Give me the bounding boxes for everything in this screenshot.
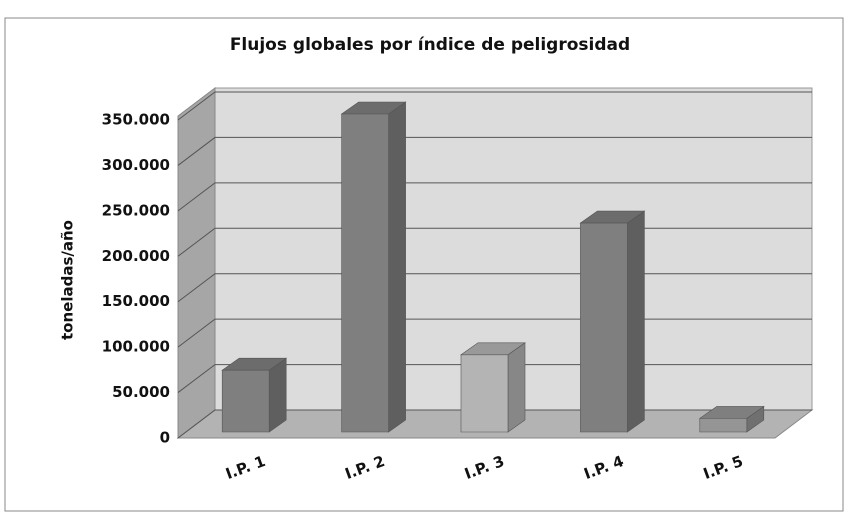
bar <box>698 405 765 433</box>
bar-front <box>460 354 509 433</box>
y-tick-label: 200.000 <box>102 247 170 265</box>
y-tick-label: 50.000 <box>112 383 170 401</box>
bar <box>340 101 407 433</box>
bar-side <box>388 101 406 433</box>
grid-line <box>177 91 812 121</box>
y-tick-label: 350.000 <box>102 111 170 129</box>
y-tick-label: 150.000 <box>102 292 170 310</box>
y-tick-label: 100.000 <box>102 338 170 356</box>
bar-side <box>268 357 287 433</box>
grid-line <box>177 136 812 166</box>
bar <box>579 210 646 433</box>
y-tick-label: 0 <box>160 429 170 447</box>
bar-front <box>341 113 389 433</box>
bar-front <box>699 418 748 433</box>
bar <box>221 357 288 433</box>
bar-front <box>221 369 270 433</box>
bar-front <box>580 222 628 433</box>
side-wall <box>177 86 216 440</box>
y-tick-label: 300.000 <box>102 156 170 174</box>
y-axis-label: toneladas/año <box>59 220 77 340</box>
bar-side <box>507 342 526 433</box>
bar-side <box>627 210 645 433</box>
chart-title: Flujos globales por índice de peligrosid… <box>230 35 630 55</box>
bar <box>460 342 526 433</box>
grid-line <box>177 182 812 212</box>
y-tick-label: 250.000 <box>102 201 170 219</box>
